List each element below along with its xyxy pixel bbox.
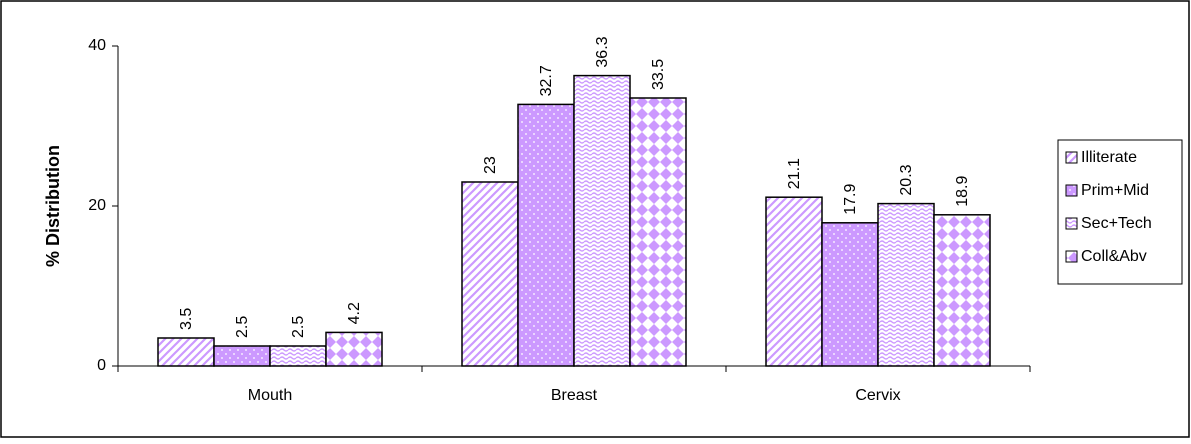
bar <box>157 337 215 367</box>
y-axis-title: % Distribution <box>43 145 63 267</box>
data-label: 36.3 <box>594 36 611 67</box>
legend-swatch <box>1065 151 1078 164</box>
legend-swatch <box>1065 184 1078 197</box>
legend-label: Sec+Tech <box>1081 215 1152 232</box>
x-tick-label: Breast <box>551 387 598 404</box>
data-label: 33.5 <box>650 59 667 90</box>
legend-label: Prim+Mid <box>1081 182 1149 199</box>
bar <box>629 97 687 367</box>
data-label: 32.7 <box>538 65 555 96</box>
data-label: 4.2 <box>346 302 363 324</box>
bar <box>213 345 271 367</box>
legend-label: Illiterate <box>1081 149 1137 166</box>
legend-box <box>1057 139 1183 285</box>
data-label: 21.1 <box>786 158 803 189</box>
bar <box>821 222 879 367</box>
data-label: 20.3 <box>898 164 915 195</box>
data-label: 2.5 <box>290 316 307 338</box>
data-label: 18.9 <box>954 176 971 207</box>
data-label: 2.5 <box>234 316 251 338</box>
legend-swatch <box>1065 217 1078 230</box>
data-label: 3.5 <box>178 308 195 330</box>
y-tick-label: 40 <box>88 37 106 54</box>
data-label: 23 <box>482 156 499 174</box>
legend-swatch <box>1065 250 1078 263</box>
data-label: 17.9 <box>842 184 859 215</box>
y-tick-label: 0 <box>97 357 106 374</box>
y-tick-label: 20 <box>88 197 106 214</box>
legend-label: Coll&Abv <box>1081 248 1147 265</box>
x-tick-label: Mouth <box>248 387 292 404</box>
bar <box>765 196 823 367</box>
bar <box>877 202 935 367</box>
bar <box>461 181 519 367</box>
bar <box>517 103 575 367</box>
x-tick-label: Cervix <box>855 387 900 404</box>
bar <box>933 214 991 367</box>
bar <box>269 345 327 367</box>
bar <box>573 74 631 367</box>
bar <box>325 331 383 367</box>
